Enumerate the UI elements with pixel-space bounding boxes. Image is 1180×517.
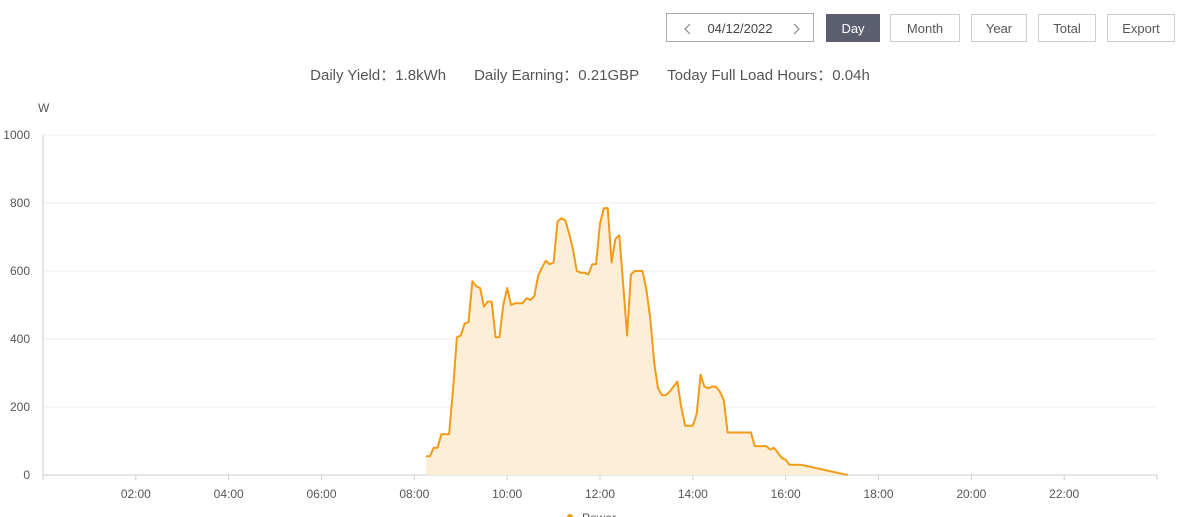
period-button[interactable]: Day xyxy=(826,14,880,42)
summary-value: 0.21GBP xyxy=(578,67,640,84)
period-button[interactable]: Year xyxy=(971,14,1027,42)
summary-label: Today Full Load Hours： xyxy=(667,67,833,84)
x-tick-label: 12:00 xyxy=(585,487,615,501)
legend-label: Power xyxy=(582,511,616,517)
x-tick-label: 22:00 xyxy=(1049,487,1079,501)
y-tick-label: 800 xyxy=(10,196,30,210)
x-tick-label: 04:00 xyxy=(214,487,244,501)
x-tick-label: 20:00 xyxy=(956,487,986,501)
area-fill xyxy=(425,208,848,475)
summary-item: Daily Earning：0.21GBP xyxy=(474,67,639,84)
x-tick-label: 18:00 xyxy=(863,487,893,501)
y-tick-label: 200 xyxy=(10,400,30,414)
date-text: 04/12/2022 xyxy=(707,21,773,36)
y-tick-label: 0 xyxy=(23,468,30,482)
prev-icon[interactable] xyxy=(683,23,693,35)
y-tick-label: 600 xyxy=(10,264,30,278)
next-icon[interactable] xyxy=(791,23,801,35)
x-tick-label: 14:00 xyxy=(678,487,708,501)
summary-label: Daily Earning： xyxy=(474,67,579,84)
legend-swatch xyxy=(567,514,573,517)
y-tick-label: 1000 xyxy=(3,128,30,142)
summary-value: 0.04h xyxy=(832,67,870,84)
summary: Daily Yield：1.8kWh Daily Earning：0.21GBP T… xyxy=(0,64,1180,85)
x-tick-label: 16:00 xyxy=(771,487,801,501)
period-button[interactable]: Export xyxy=(1107,14,1175,42)
x-tick-label: 10:00 xyxy=(492,487,522,501)
period-button[interactable]: Month xyxy=(890,14,960,42)
summary-item: Today Full Load Hours：0.04h xyxy=(667,67,870,84)
x-tick-label: 08:00 xyxy=(399,487,429,501)
summary-value: 1.8kWh xyxy=(395,67,447,84)
y-unit: W xyxy=(38,101,50,115)
line xyxy=(425,207,848,476)
date-picker[interactable]: 04/12/2022 xyxy=(666,13,814,42)
period-button[interactable]: Total xyxy=(1038,14,1096,42)
summary-item: Daily Yield：1.8kWh xyxy=(310,67,446,84)
x-tick-label: 06:00 xyxy=(306,487,336,501)
summary-label: Daily Yield： xyxy=(310,67,396,84)
x-tick-label: 02:00 xyxy=(121,487,151,501)
y-tick-label: 400 xyxy=(10,332,30,346)
